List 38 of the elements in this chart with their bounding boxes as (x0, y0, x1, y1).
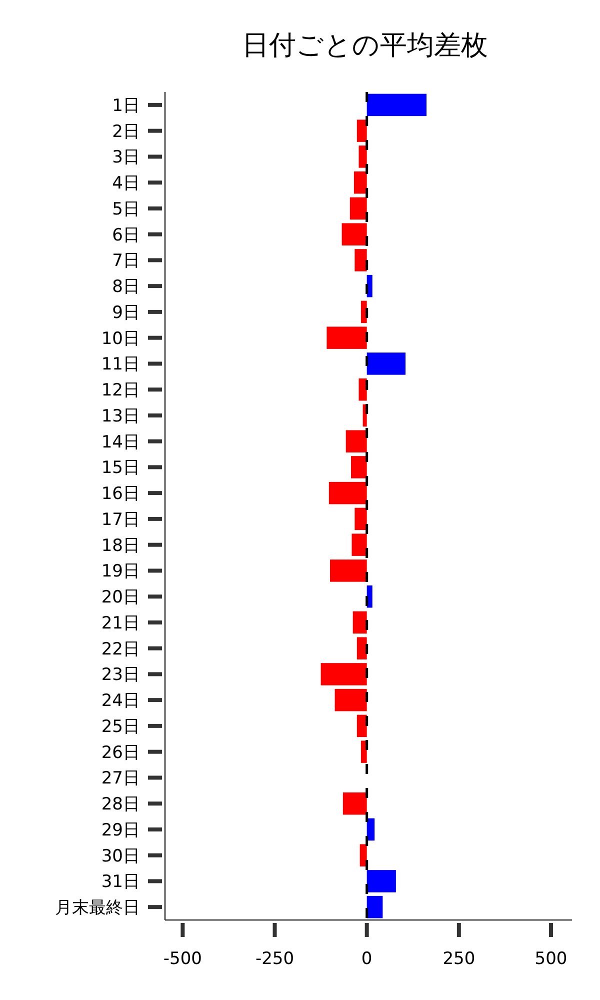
y-tick-label: 15日 (101, 458, 140, 478)
x-tick-label: -250 (255, 949, 294, 969)
y-tick-label: 23日 (101, 665, 140, 686)
y-tick-label: 14日 (101, 432, 140, 452)
y-tick-label: 6日 (112, 225, 140, 246)
y-tick-label: 31日 (101, 872, 140, 892)
y-tick-label: 3日 (112, 148, 140, 168)
y-tick-label: 月末最終日 (55, 898, 140, 918)
y-tick-label: 1日 (112, 96, 140, 116)
y-tick-label: 10日 (101, 328, 140, 349)
y-tick-label: 16日 (101, 484, 140, 504)
y-tick-label: 27日 (101, 768, 140, 789)
y-tick-label: 4日 (112, 174, 140, 194)
y-tick-label: 28日 (101, 794, 140, 815)
y-tick-label: 11日 (101, 354, 140, 375)
y-tick-label: 24日 (101, 691, 140, 712)
y-tick-label: 25日 (101, 716, 140, 737)
y-tick-label: 5日 (112, 199, 140, 220)
y-tick-label: 29日 (101, 820, 140, 840)
y-tick-label: 8日 (112, 277, 140, 298)
y-tick-label: 18日 (101, 536, 140, 556)
y-tick-label: 13日 (101, 406, 140, 426)
x-tick-label: 250 (442, 949, 476, 969)
y-tick-label: 2日 (112, 122, 140, 142)
y-tick-label: 21日 (101, 613, 140, 634)
y-tick-label: 17日 (101, 510, 140, 530)
y-tick-label: 7日 (112, 251, 140, 272)
y-tick-label: 19日 (101, 562, 140, 582)
x-tick-label: 500 (534, 949, 568, 969)
y-tick-label: 12日 (101, 380, 140, 401)
chart-title: 日付ごとの平均差枚 (242, 30, 488, 61)
y-tick-label: 22日 (101, 639, 140, 660)
y-tick-label: 20日 (101, 588, 140, 608)
y-tick-label: 26日 (101, 742, 140, 763)
y-tick-label: 9日 (112, 302, 140, 323)
y-tick-label: 30日 (101, 846, 140, 866)
x-tick-label: -500 (163, 949, 202, 969)
x-tick-label: 0 (361, 949, 372, 969)
